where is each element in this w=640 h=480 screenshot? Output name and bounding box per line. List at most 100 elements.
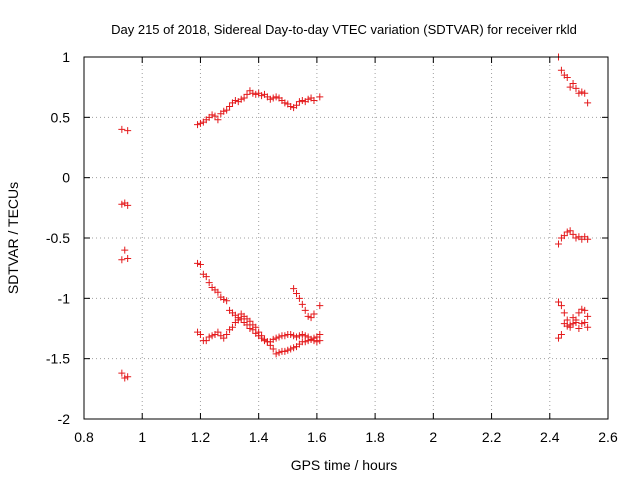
data-point xyxy=(581,318,589,326)
data-point xyxy=(293,101,301,109)
data-point xyxy=(243,90,251,98)
data-point xyxy=(220,107,228,115)
points-layer xyxy=(118,53,592,382)
data-point xyxy=(202,273,210,281)
data-point xyxy=(208,111,216,119)
data-point xyxy=(269,335,277,343)
data-point xyxy=(287,331,295,339)
data-point xyxy=(557,331,565,339)
data-point xyxy=(124,255,132,263)
data-point xyxy=(272,334,280,342)
data-point xyxy=(252,90,260,98)
data-point xyxy=(196,119,204,127)
data-point xyxy=(281,99,289,107)
data-point xyxy=(196,331,204,339)
data-point xyxy=(220,296,228,304)
data-point xyxy=(290,285,298,293)
data-point xyxy=(208,332,216,340)
y-tick-label: -1 xyxy=(58,290,71,306)
data-point xyxy=(246,325,254,332)
data-point xyxy=(214,328,222,336)
data-point xyxy=(575,309,583,317)
data-point xyxy=(555,298,563,306)
y-tick-label: 0.5 xyxy=(51,109,71,125)
data-point xyxy=(293,333,301,341)
data-point xyxy=(566,83,574,91)
x-axis-label: GPS time / hours xyxy=(291,457,398,473)
x-tick-label: 1.2 xyxy=(191,429,211,445)
data-point xyxy=(231,96,239,104)
data-point xyxy=(584,235,592,243)
data-point xyxy=(281,332,289,340)
data-point xyxy=(275,349,283,357)
data-point xyxy=(566,323,574,331)
data-point xyxy=(246,317,254,325)
data-point xyxy=(121,374,129,382)
data-point xyxy=(569,320,577,328)
data-point xyxy=(301,306,309,314)
data-point xyxy=(223,106,231,114)
data-point xyxy=(313,338,321,346)
chart-title: Day 215 of 2018, Sidereal Day-to-day VTE… xyxy=(111,22,577,37)
data-point xyxy=(304,95,312,103)
data-point xyxy=(118,125,126,133)
x-tick-label: 1.8 xyxy=(365,429,385,445)
x-tick-label: 1 xyxy=(138,429,146,445)
data-point xyxy=(560,309,568,317)
data-point xyxy=(578,88,586,96)
data-point xyxy=(211,112,219,120)
data-point xyxy=(194,121,202,129)
data-point xyxy=(223,331,231,339)
data-point xyxy=(316,337,324,345)
data-point xyxy=(258,92,266,100)
data-point xyxy=(301,338,309,346)
ticks-layer: 0.8 1 1.2 1.4 1.6 1.8 2 2.2 2.4 2.6 1 0.5 0 -0.5 -1 -1.… xyxy=(46,49,618,445)
data-point xyxy=(569,80,577,88)
y-tick-label: 1 xyxy=(62,49,70,65)
data-point xyxy=(560,232,568,240)
data-point xyxy=(578,305,586,313)
y-tick-label: -1.5 xyxy=(46,351,70,367)
data-point xyxy=(121,246,129,254)
data-point xyxy=(243,321,251,329)
data-point xyxy=(581,89,589,97)
data-point xyxy=(555,240,563,248)
data-point xyxy=(557,66,565,74)
data-point xyxy=(275,333,283,341)
data-point xyxy=(316,93,324,101)
data-point xyxy=(205,279,213,287)
data-point xyxy=(214,116,222,124)
data-point xyxy=(272,93,280,101)
data-point xyxy=(563,322,571,330)
data-point xyxy=(310,96,318,104)
y-tick-label: -2 xyxy=(58,411,71,427)
data-point xyxy=(555,334,563,342)
data-point xyxy=(272,350,280,358)
data-point xyxy=(223,297,231,305)
data-point xyxy=(298,300,306,308)
data-point xyxy=(124,201,132,209)
data-point xyxy=(584,312,592,320)
data-point xyxy=(240,94,248,102)
data-point xyxy=(205,333,213,341)
grid-layer xyxy=(84,57,608,419)
y-tick-label: 0 xyxy=(62,170,70,186)
x-tick-label: 2.6 xyxy=(598,429,618,445)
data-point xyxy=(202,337,210,345)
data-point xyxy=(569,230,577,238)
data-point xyxy=(293,290,301,298)
data-point xyxy=(234,316,242,324)
data-point xyxy=(269,345,277,353)
data-point xyxy=(581,306,589,314)
data-point xyxy=(290,344,298,352)
data-point xyxy=(226,102,234,110)
data-point xyxy=(578,320,586,328)
data-point xyxy=(563,74,571,82)
data-point xyxy=(118,256,126,264)
x-tick-label: 2 xyxy=(429,429,437,445)
data-point xyxy=(572,316,580,324)
data-point xyxy=(124,373,132,381)
